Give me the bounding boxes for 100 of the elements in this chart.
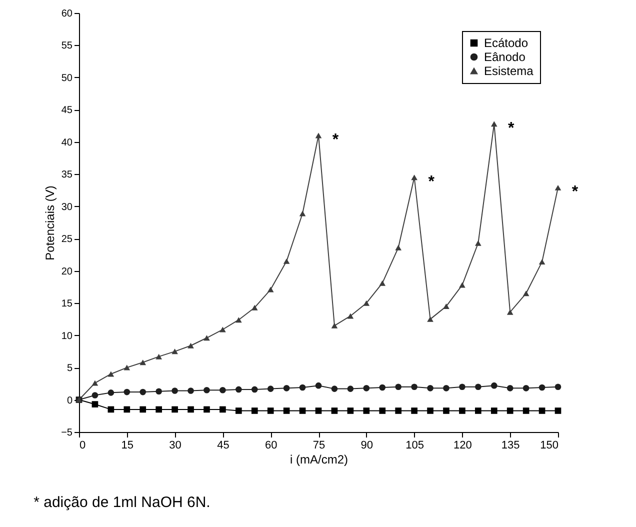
point <box>267 386 274 392</box>
point <box>395 244 402 250</box>
point <box>506 309 514 315</box>
point <box>140 388 146 396</box>
point <box>347 408 354 414</box>
point <box>490 408 498 414</box>
y-axis-title: Potenciais (V) <box>43 186 58 260</box>
point <box>363 300 370 306</box>
point <box>236 408 242 414</box>
x-tick-label: 90 <box>360 440 374 452</box>
point <box>443 408 450 414</box>
point <box>475 240 482 246</box>
point <box>506 385 514 392</box>
point <box>443 304 450 310</box>
y-tick-label: 25 <box>61 234 73 246</box>
point <box>124 364 130 370</box>
point <box>538 408 546 414</box>
y-tick-label: 30 <box>61 202 73 213</box>
point <box>251 304 258 310</box>
y-tick-label: 20 <box>61 266 73 278</box>
point <box>283 258 290 264</box>
point <box>236 386 242 393</box>
point <box>427 385 434 392</box>
point <box>490 382 498 389</box>
annotation: * <box>428 173 436 190</box>
y-tick-label: 35 <box>61 170 73 181</box>
point <box>172 406 178 413</box>
point <box>315 382 322 389</box>
point <box>475 384 482 390</box>
point <box>459 408 466 414</box>
legend-label: Esistema <box>484 64 534 78</box>
point <box>299 408 306 414</box>
point <box>363 385 370 392</box>
point <box>379 384 386 391</box>
x-tick-label: 120 <box>454 440 472 452</box>
point <box>140 406 146 413</box>
point <box>204 406 210 413</box>
y-tick-label: 45 <box>61 105 73 116</box>
point <box>538 259 546 265</box>
point <box>331 408 338 414</box>
point <box>315 408 322 414</box>
x-tick-label: 105 <box>406 440 424 452</box>
point <box>554 408 562 414</box>
point <box>299 384 306 391</box>
point <box>331 322 338 328</box>
point <box>172 388 178 394</box>
point <box>188 406 194 413</box>
point <box>108 371 114 377</box>
point <box>506 408 514 414</box>
point <box>108 390 114 396</box>
point <box>108 406 114 413</box>
point <box>220 326 226 332</box>
point <box>299 210 306 216</box>
point <box>522 385 530 392</box>
point <box>124 388 130 396</box>
point <box>92 401 98 408</box>
point <box>411 408 418 414</box>
point <box>347 386 354 392</box>
x-tick-label: 150 <box>540 440 558 452</box>
point <box>156 406 162 413</box>
point <box>315 132 322 138</box>
point <box>220 406 226 413</box>
point <box>475 408 482 414</box>
point <box>538 384 546 391</box>
x-tick-label: 135 <box>501 440 520 452</box>
point <box>172 348 178 354</box>
annotation: * <box>572 184 579 201</box>
point <box>427 408 434 414</box>
point <box>188 388 194 394</box>
x-tick-label: 45 <box>217 440 230 452</box>
y-tick-label: 55 <box>61 40 73 52</box>
x-tick-label: 30 <box>169 440 182 452</box>
y-tick-label: 40 <box>61 137 73 148</box>
y-tick-label: 50 <box>61 72 73 84</box>
x-tick-label: 15 <box>121 440 134 452</box>
legend-label: Eânodo <box>484 50 526 64</box>
point <box>522 290 530 296</box>
x-axis-title: i (mA/cm2) <box>290 452 348 466</box>
text: * adição de 1ml NaOH 6N. <box>34 494 210 511</box>
point <box>236 317 242 323</box>
point <box>490 121 498 127</box>
point <box>140 360 146 366</box>
x-tick-label: 0 <box>80 440 86 452</box>
point <box>267 286 274 292</box>
point <box>459 384 466 390</box>
point <box>554 384 562 390</box>
point <box>411 384 418 390</box>
point <box>92 392 98 398</box>
point <box>156 354 162 360</box>
point <box>395 384 402 390</box>
point <box>204 335 210 341</box>
point <box>379 408 386 414</box>
point <box>267 408 274 414</box>
legend-label: Ecátodo <box>484 36 528 50</box>
point <box>395 408 402 414</box>
point <box>156 388 162 395</box>
point <box>331 386 338 392</box>
y-tick-label: −5 <box>61 428 73 438</box>
y-tick-label: 0 <box>66 395 73 406</box>
annotation: * <box>508 120 516 137</box>
